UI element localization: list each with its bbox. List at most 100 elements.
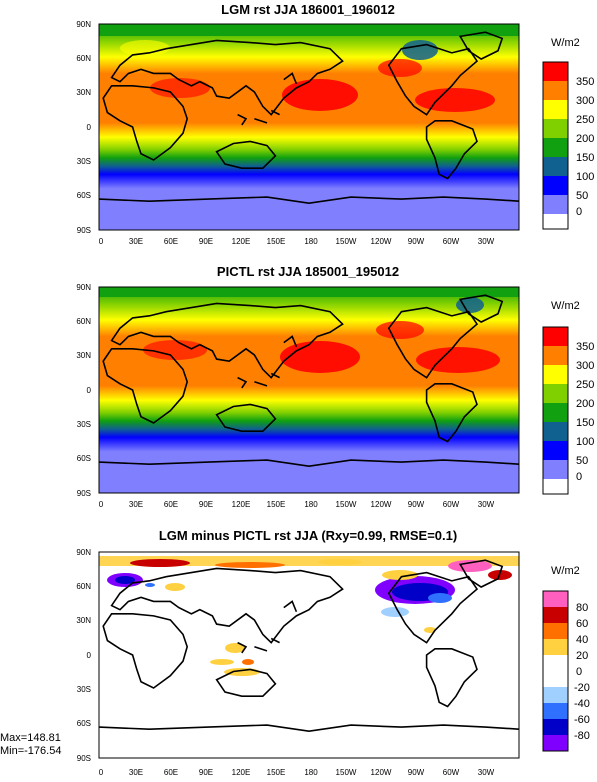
colorbar-swatch bbox=[543, 214, 568, 229]
panel-1-title: LGM rst JJA 186001_196012 bbox=[221, 2, 395, 17]
colorbar-label: 50 bbox=[576, 455, 588, 467]
lon-tick: 0 bbox=[99, 500, 104, 509]
lon-tick: 120W bbox=[371, 768, 392, 777]
lat-tick: 0 bbox=[87, 123, 92, 132]
lon-tick: 90E bbox=[199, 500, 213, 509]
lat-tick: 60N bbox=[76, 317, 91, 326]
panel-3-units: W/m2 bbox=[551, 565, 580, 577]
lat-tick: 90S bbox=[77, 226, 91, 235]
colorbar-label: 80 bbox=[576, 602, 588, 614]
colorbar-label: 40 bbox=[576, 634, 588, 646]
lon-tick: 150E bbox=[267, 500, 286, 509]
colorbar-swatch bbox=[543, 655, 568, 671]
lat-tick: 90S bbox=[77, 489, 91, 498]
colorbar-label: 100 bbox=[576, 436, 594, 448]
panel-2-title: PICTL rst JJA 185001_195012 bbox=[217, 264, 399, 279]
colorbar-label: 20 bbox=[576, 650, 588, 662]
lon-tick: 60W bbox=[443, 500, 460, 509]
colorbar-swatch bbox=[543, 119, 568, 138]
colorbar-swatch bbox=[543, 195, 568, 214]
colorbar-swatch bbox=[543, 607, 568, 623]
colorbar-label: 0 bbox=[576, 206, 582, 218]
lon-tick: 60W bbox=[443, 237, 460, 246]
panel-2-lon-ticks: 0 30E 60E 90E 120E 150E 180 150W 120W 90… bbox=[99, 500, 495, 509]
colorbar-label: 250 bbox=[576, 114, 594, 126]
lat-tick: 60S bbox=[77, 454, 91, 463]
colorbar-label: 250 bbox=[576, 379, 594, 391]
lon-tick: 150E bbox=[267, 768, 286, 777]
colorbar-label: 150 bbox=[576, 152, 594, 164]
colorbar-label: 350 bbox=[576, 76, 594, 88]
colorbar-label: 300 bbox=[576, 95, 594, 107]
colorbar-label: 350 bbox=[576, 341, 594, 353]
panel-3-map bbox=[99, 551, 519, 759]
colorbar-swatch bbox=[543, 422, 568, 441]
colorbar-swatch bbox=[543, 703, 568, 719]
panel-3: LGM minus PICTL rst JJA (Rxy=0.99, RMSE=… bbox=[0, 528, 590, 777]
lat-tick: 90S bbox=[77, 754, 91, 763]
lon-tick: 30W bbox=[478, 500, 495, 509]
lon-tick: 180 bbox=[304, 500, 318, 509]
lat-tick: 60S bbox=[77, 719, 91, 728]
lon-tick: 120W bbox=[371, 500, 392, 509]
colorbar-swatch bbox=[543, 176, 568, 195]
lon-tick: 150W bbox=[336, 237, 357, 246]
colorbar-swatch bbox=[543, 687, 568, 703]
colorbar-swatch bbox=[543, 671, 568, 687]
lon-tick: 30E bbox=[129, 768, 143, 777]
colorbar-swatch bbox=[543, 346, 568, 365]
colorbar-swatch bbox=[543, 384, 568, 403]
lon-tick: 0 bbox=[99, 768, 104, 777]
lon-tick: 90W bbox=[408, 500, 425, 509]
lat-tick: 30N bbox=[76, 88, 91, 97]
colorbar-label: -80 bbox=[574, 730, 590, 742]
panel-2-map bbox=[99, 286, 519, 494]
panel-1-colorbar: 350 300 250 200 150 100 50 0 bbox=[542, 61, 594, 230]
colorbar-swatch bbox=[543, 62, 568, 81]
panel-3-min: Min=-176.54 bbox=[0, 745, 61, 757]
lon-tick: 30E bbox=[129, 237, 143, 246]
lon-tick: 120W bbox=[371, 237, 392, 246]
panel-3-title: LGM minus PICTL rst JJA (Rxy=0.99, RMSE=… bbox=[159, 528, 457, 543]
lat-tick: 30S bbox=[77, 420, 91, 429]
colorbar-swatch bbox=[543, 365, 568, 384]
lon-tick: 30W bbox=[478, 237, 495, 246]
panel-1-lat-ticks: 90N 60N 30N 0 30S 60S 90S bbox=[76, 20, 91, 235]
lon-tick: 90W bbox=[408, 237, 425, 246]
colorbar-swatch bbox=[543, 639, 568, 655]
panel-3-lat-ticks: 90N 60N 30N 0 30S 60S 90S bbox=[76, 548, 91, 763]
lat-tick: 90N bbox=[76, 283, 91, 292]
colorbar-label: 0 bbox=[576, 471, 582, 483]
panel-1: LGM rst JJA 186001_196012 90N 60N 30N 0 … bbox=[76, 2, 594, 246]
colorbar-label: 200 bbox=[576, 133, 594, 145]
colorbar-label: 0 bbox=[576, 666, 582, 678]
lat-tick: 30S bbox=[77, 685, 91, 694]
lon-tick: 150W bbox=[336, 768, 357, 777]
colorbar-swatch bbox=[543, 591, 568, 607]
colorbar-label: -20 bbox=[574, 682, 590, 694]
colorbar-label: 150 bbox=[576, 417, 594, 429]
colorbar-swatch bbox=[543, 403, 568, 422]
lon-tick: 180 bbox=[304, 237, 318, 246]
lon-tick: 90E bbox=[199, 237, 213, 246]
lon-tick: 120E bbox=[232, 237, 251, 246]
lat-tick: 60N bbox=[76, 54, 91, 63]
lat-tick: 0 bbox=[87, 386, 92, 395]
panel-3-lon-ticks: 0 30E 60E 90E 120E 150E 180 150W 120W 90… bbox=[99, 768, 495, 777]
lon-tick: 90E bbox=[199, 768, 213, 777]
lat-tick: 0 bbox=[87, 651, 92, 660]
colorbar-swatch bbox=[543, 623, 568, 639]
panel-1-lon-ticks: 0 30E 60E 90E 120E 150E 180 150W 120W 90… bbox=[99, 237, 495, 246]
panel-2-lat-ticks: 90N 60N 30N 0 30S 60S 90S bbox=[76, 283, 91, 498]
lon-tick: 30W bbox=[478, 768, 495, 777]
lat-tick: 90N bbox=[76, 20, 91, 29]
lat-tick: 60S bbox=[77, 191, 91, 200]
lon-tick: 60W bbox=[443, 768, 460, 777]
panel-2: PICTL rst JJA 185001_195012 90N 60N 30N … bbox=[76, 264, 594, 509]
colorbar-swatch bbox=[543, 460, 568, 479]
lat-tick: 60N bbox=[76, 582, 91, 591]
lon-tick: 60E bbox=[164, 237, 178, 246]
panel-2-units: W/m2 bbox=[551, 300, 580, 312]
colorbar-label: 100 bbox=[576, 171, 594, 183]
